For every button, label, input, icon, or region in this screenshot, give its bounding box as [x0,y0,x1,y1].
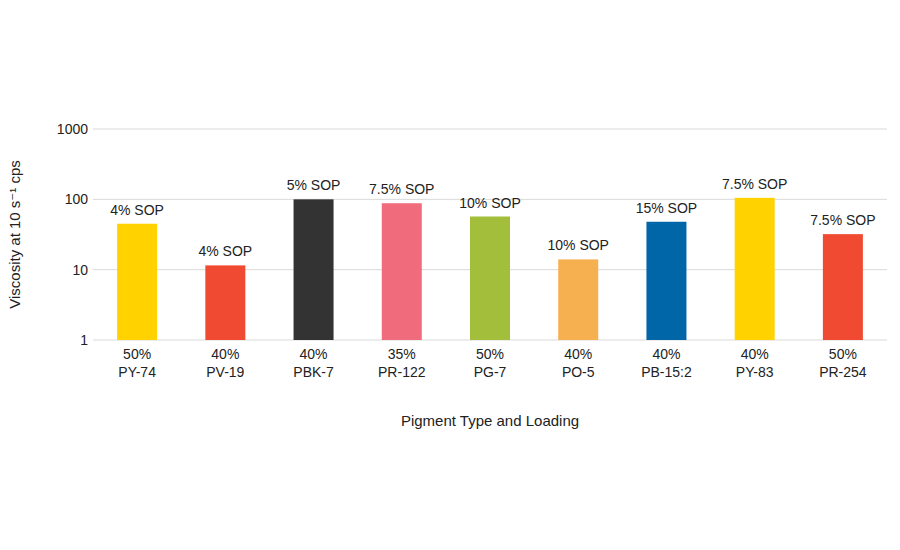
y-grid [93,129,887,340]
x-tick-line: PR-122 [378,364,426,380]
y-tick-label: 1 [80,332,88,348]
x-tick-label: 50% PR-254 [819,346,867,380]
chart: 1 10 100 1000 4% SOP 50% PY-74 4% SOP 40% PV-19 5%… [0,0,900,550]
bar [470,217,510,340]
annotation: 4% SOP [110,202,164,218]
x-tick-label: 40% PY-83 [736,346,774,380]
x-tick-line: 50% [829,346,857,362]
bars [117,198,863,340]
bar [117,224,157,340]
x-tick-label: 40% PV-19 [206,346,244,380]
annotation: 7.5% SOP [810,212,875,228]
x-tick-line: 40% [564,346,592,362]
annotation: 7.5% SOP [369,181,434,197]
x-tick-line: 40% [300,346,328,362]
x-tick-line: PV-19 [206,364,244,380]
bar [823,234,863,340]
annotation: 10% SOP [547,237,608,253]
x-tick-line: 50% [476,346,504,362]
y-tick-label: 1000 [57,121,88,137]
y-tick-label: 100 [65,191,89,207]
x-tick-label: 40% PO-5 [562,346,595,380]
annotation: 4% SOP [198,243,252,259]
x-tick-label: 50% PY-74 [118,346,156,380]
x-tick-label: 40% PBK-7 [293,346,334,380]
y-axis-title: Viscosity at 10 s⁻¹ cps [6,160,23,309]
x-tick-line: PG-7 [474,364,507,380]
x-axis-title: Pigment Type and Loading [401,412,579,429]
x-tick-line: PB-15:2 [641,364,692,380]
y-tick-label: 10 [72,262,88,278]
bar [558,259,598,340]
x-tick-label: 35% PR-122 [378,346,426,380]
x-tick-line: PBK-7 [293,364,334,380]
x-tick-line: 35% [388,346,416,362]
x-tick-line: 40% [211,346,239,362]
grid-line [93,129,887,130]
annotation: 5% SOP [287,177,341,193]
bar [294,199,334,340]
bar [382,203,422,340]
bar [205,265,245,340]
x-tick-line: 50% [123,346,151,362]
annotation: 7.5% SOP [722,176,787,192]
x-tick-line: PR-254 [819,364,867,380]
bar [735,198,775,340]
x-tick-label: 40% PB-15:2 [641,346,692,380]
annotation: 10% SOP [459,195,520,211]
x-tick-line: 40% [652,346,680,362]
x-tick-line: PY-74 [118,364,156,380]
x-tick-line: PO-5 [562,364,595,380]
x-tick-line: PY-83 [736,364,774,380]
bar [646,222,686,340]
x-tick-label: 50% PG-7 [474,346,507,380]
annotation: 15% SOP [636,200,697,216]
x-tick-line: 40% [741,346,769,362]
